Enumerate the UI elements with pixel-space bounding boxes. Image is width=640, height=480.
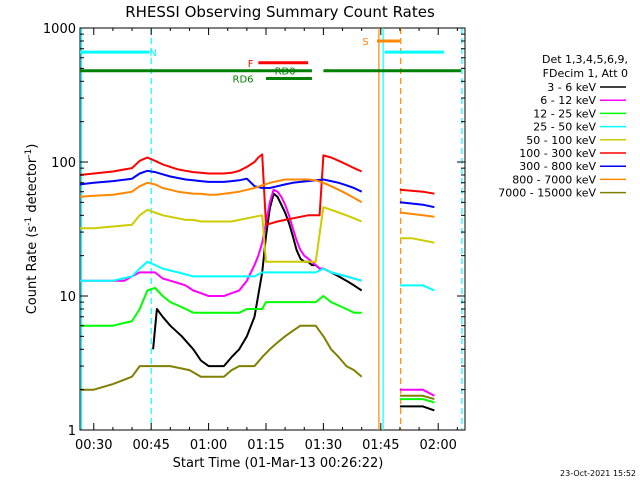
series-line-after-gap-5 <box>399 188 435 195</box>
series-lines <box>79 153 435 412</box>
series-line-4 <box>80 206 363 263</box>
vertical-markers <box>80 28 463 430</box>
legend-label-8: 7000 - 15000 keV <box>498 187 596 200</box>
series-line-2 <box>80 286 362 327</box>
flag-label-f: F <box>248 59 254 70</box>
series-line-after-gap-0 <box>399 405 435 412</box>
x-tick-label-4: 01:30 <box>305 438 342 453</box>
x-tick-label-1: 00:45 <box>132 438 169 453</box>
series-line-after-gap-3 <box>399 284 435 292</box>
x-axis: 00:30 00:45 01:00 01:15 01:30 01:45 02:00 <box>75 28 458 453</box>
series-line-after-gap-4 <box>399 237 435 244</box>
legend-label-0: 3 - 6 keV <box>547 81 596 94</box>
legend-header-1: Det 1,3,4,5,6,9, <box>542 53 628 66</box>
footer-date: 23-Oct-2021 15:52 <box>560 469 636 478</box>
y-tick-label-0: 1 <box>68 424 76 439</box>
series-line-after-gap-7 <box>399 211 435 218</box>
x-tick-label-3: 01:15 <box>247 438 284 453</box>
flag-label-rd6: RD6 <box>233 74 254 85</box>
x-axis-label: Start Time (01-Mar-13 00:26:22) <box>173 456 384 471</box>
series-line-after-gap-2 <box>399 398 435 404</box>
legend-label-6: 300 - 800 keV <box>519 160 596 173</box>
legend-label-3: 25 - 50 keV <box>533 121 596 134</box>
legend-label-1: 6 - 12 keV <box>540 94 596 107</box>
series-line-after-gap-6 <box>399 201 435 209</box>
legend-header-2: FDecim 1, Att 0 <box>543 67 628 80</box>
y-axis: 1 10 100 1000 <box>43 22 465 439</box>
series-line-1 <box>80 188 362 297</box>
x-tick-label-0: 00:30 <box>75 438 112 453</box>
y-tick-label-1: 10 <box>59 290 76 305</box>
flag-bars: N S F RD0 RD6 <box>80 37 462 85</box>
y-tick-label-2: 100 <box>51 156 76 171</box>
x-tick-label-5: 01:45 <box>362 438 399 453</box>
flag-label-s: S <box>362 37 368 48</box>
legend-label-4: 50 - 100 keV <box>526 134 596 147</box>
legend-label-7: 800 - 7000 keV <box>512 173 596 186</box>
series-line-after-gap-8 <box>399 394 435 401</box>
x-tick-label-2: 01:00 <box>190 438 227 453</box>
series-line-after-gap-1 <box>399 388 435 397</box>
flag-label-rd0: RD0 <box>275 67 296 78</box>
legend: Det 1,3,4,5,6,9, FDecim 1, Att 0 3 - 6 k… <box>498 53 628 200</box>
series-line-6 <box>79 169 363 193</box>
series-line-7 <box>79 178 363 204</box>
x-tick-label-6: 02:00 <box>419 438 456 453</box>
legend-label-5: 100 - 300 keV <box>519 147 596 160</box>
y-tick-label-3: 1000 <box>43 22 76 37</box>
chart-title: RHESSI Observing Summary Count Rates <box>125 3 435 21</box>
plot-area: N S F RD0 RD6 00:30 00:45 01:00 01:15 01:30 01:45… <box>43 22 466 453</box>
legend-label-2: 12 - 25 keV <box>533 107 596 120</box>
series-line-3 <box>80 260 362 282</box>
series-line-8 <box>80 324 363 391</box>
y-axis-label: Count Rate (s-1 detector-1) <box>24 144 40 315</box>
series-line-5 <box>79 153 363 226</box>
flag-label-n: N <box>149 48 156 59</box>
